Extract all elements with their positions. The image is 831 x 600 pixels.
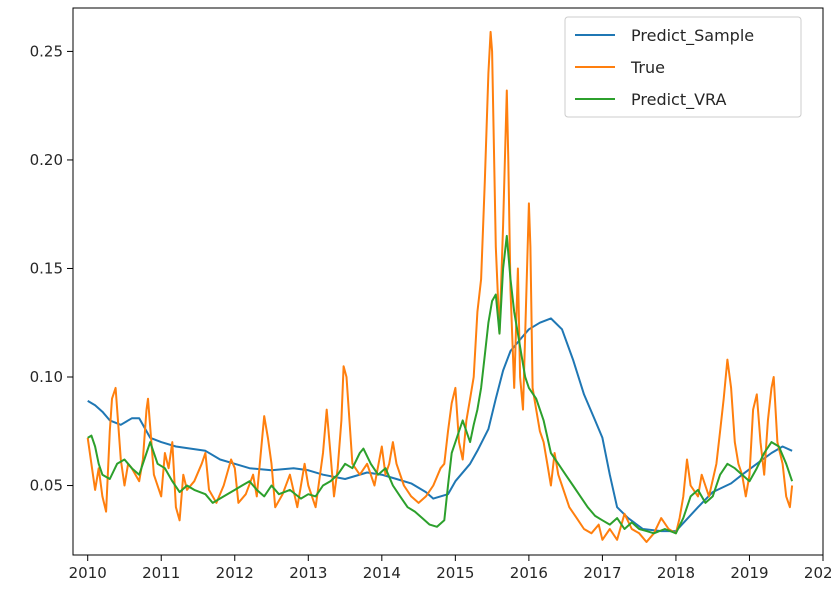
x-tick-label: 2014	[363, 564, 401, 582]
x-tick-label: 2015	[436, 564, 474, 582]
y-tick-label: 0.05	[30, 477, 63, 495]
x-tick-label: 2011	[142, 564, 180, 582]
x-tick-label: 2010	[69, 564, 107, 582]
x-tick-label: 2018	[657, 564, 695, 582]
plot-frame	[72, 7, 824, 556]
y-tick-label: 0.25	[30, 42, 63, 60]
y-tick-label: 0.10	[30, 368, 63, 386]
x-tick-label: 2017	[583, 564, 621, 582]
legend-label: Predict_Sample	[631, 26, 754, 46]
x-tick-label: 2019	[730, 564, 768, 582]
y-axis: 0.05 0.10 0.15 0.20 0.25	[30, 42, 73, 495]
series-lines	[86, 30, 794, 543]
x-tick-label: 2016	[510, 564, 548, 582]
y-tick-label: 0.15	[30, 259, 63, 277]
x-tick-label: 2013	[289, 564, 327, 582]
series-line-predict-vra	[87, 234, 794, 535]
legend-label: Predict_VRA	[631, 90, 727, 110]
x-tick-label: 2012	[216, 564, 254, 582]
y-tick-label: 0.20	[30, 151, 63, 169]
legend-box	[564, 16, 802, 118]
legend-label: True	[630, 58, 665, 77]
legend: Predict_Sample True Predict_VRA	[564, 16, 802, 118]
x-axis: 2010 2011 2012 2013 2014 2015 2016 2017 2018 2019…	[69, 555, 831, 582]
